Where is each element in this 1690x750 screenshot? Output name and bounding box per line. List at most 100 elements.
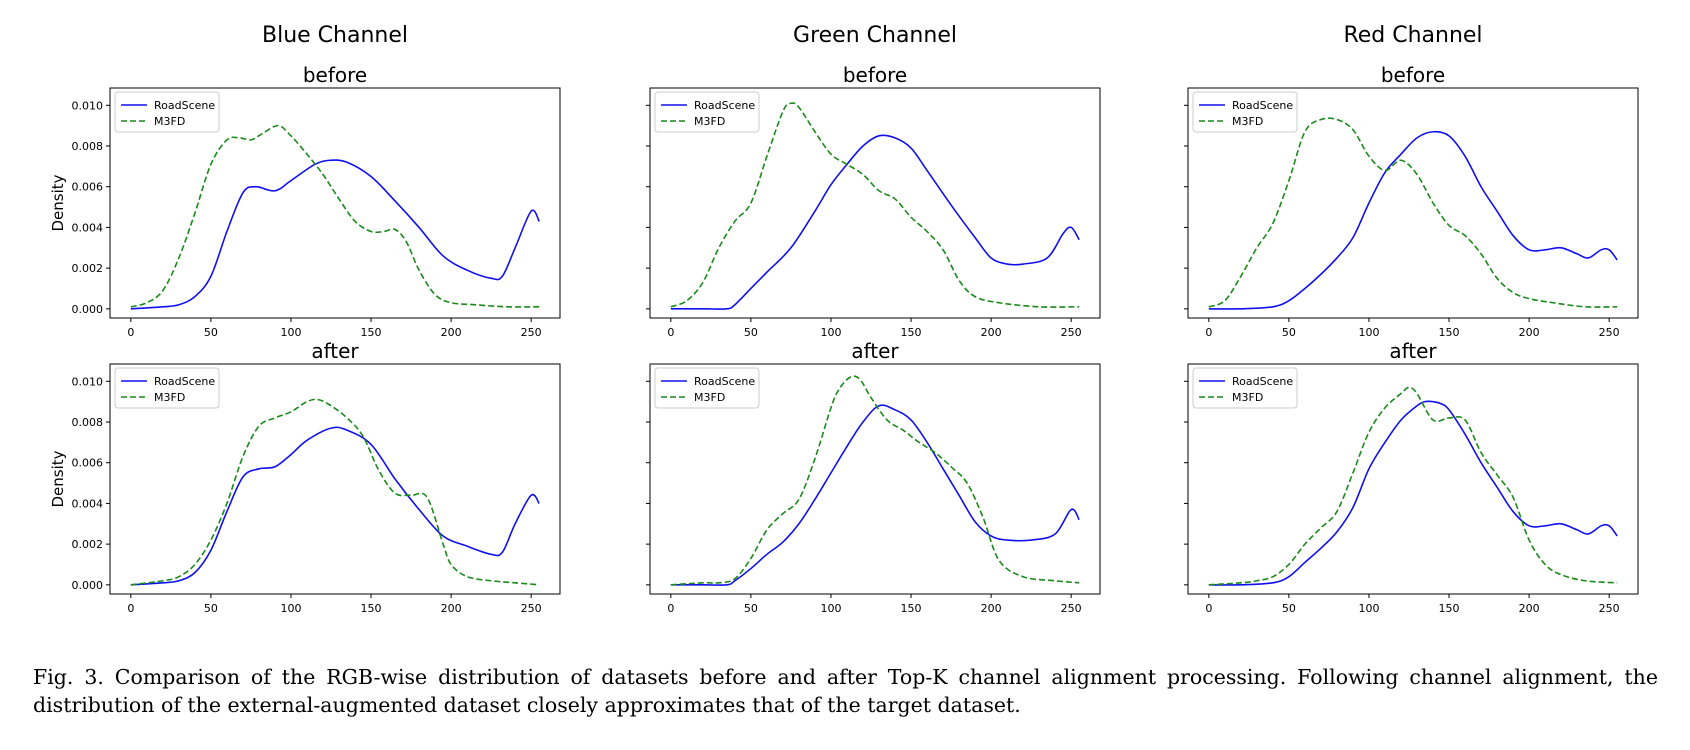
column-title: Blue Channel (262, 23, 408, 48)
legend-label: RoadScene (694, 99, 755, 112)
y-tick-label: 0.006 (72, 457, 104, 470)
x-tick-label: 150 (361, 326, 382, 339)
subplot-title: before (1381, 63, 1445, 87)
legend-label: RoadScene (1232, 99, 1293, 112)
y-axis-label: Density (49, 450, 67, 507)
x-tick-label: 250 (1599, 326, 1620, 339)
y-tick-label: 0.010 (72, 375, 104, 388)
legend-label: M3FD (154, 115, 185, 128)
x-tick-label: 200 (1519, 602, 1540, 615)
subplot-title: before (303, 63, 367, 87)
series-line-m3fd (1208, 117, 1618, 308)
legend-box (654, 367, 760, 409)
x-tick-label: 150 (1439, 602, 1460, 615)
legend-box (654, 91, 760, 133)
subplot-before-1: Blue Channel before 0 50 100 150 200 250 0.000 0.… (49, 23, 561, 339)
y-tick-label: 0.002 (72, 262, 104, 275)
x-tick-label: 0 (1205, 326, 1212, 339)
subplot-title: before (843, 63, 907, 87)
x-tick-label: 250 (521, 602, 542, 615)
y-axis-label: Density (49, 174, 67, 231)
series-line-roadscene (670, 404, 1080, 586)
x-tick-label: 150 (1439, 326, 1460, 339)
y-tick-label: 0.002 (72, 538, 104, 551)
series-line-roadscene (130, 159, 540, 310)
legend: RoadScene M3FD (654, 367, 760, 409)
x-tick-label: 0 (667, 326, 674, 339)
x-tick-label: 200 (981, 326, 1002, 339)
x-tick-label: 50 (744, 326, 758, 339)
x-tick-label: 200 (441, 602, 462, 615)
y-tick-label: 0.000 (72, 579, 104, 592)
series-line-m3fd (670, 375, 1080, 586)
series-line-m3fd (130, 124, 540, 308)
x-tick-label: 100 (820, 602, 841, 615)
legend-box (114, 91, 220, 133)
x-tick-label: 50 (744, 602, 758, 615)
legend-label: RoadScene (154, 99, 215, 112)
legend: RoadScene M3FD (114, 367, 220, 409)
x-tick-label: 50 (204, 602, 218, 615)
y-tick-label: 0.004 (72, 221, 104, 234)
legend: RoadScene M3FD (1192, 367, 1298, 409)
x-tick-label: 200 (1519, 326, 1540, 339)
column-title: Red Channel (1343, 23, 1482, 48)
x-tick-label: 250 (1061, 602, 1082, 615)
legend-label: RoadScene (1232, 375, 1293, 388)
legend-box (114, 367, 220, 409)
x-tick-label: 150 (901, 602, 922, 615)
legend-label: M3FD (154, 391, 185, 404)
x-tick-label: 250 (521, 326, 542, 339)
x-tick-label: 250 (1599, 602, 1620, 615)
subplot-after-2: after 0 50 100 150 200 250 RoadScene M3FD (646, 339, 1101, 615)
column-title: Green Channel (793, 23, 957, 48)
series-line-m3fd (130, 398, 540, 586)
plot-frame (1187, 87, 1639, 319)
legend: RoadScene M3FD (1192, 91, 1298, 133)
x-tick-label: 200 (441, 326, 462, 339)
subplot-title: after (311, 339, 359, 363)
series-line-m3fd (1208, 386, 1618, 586)
series-line-roadscene (130, 426, 540, 586)
x-tick-label: 0 (1205, 602, 1212, 615)
chart-grid: Blue Channel before 0 50 100 150 200 250 0.000 0.… (49, 23, 1639, 615)
subplot-after-1: after 0 50 100 150 200 250 0.000 0.002 0.004 0.006… (49, 339, 561, 615)
legend-label: M3FD (1232, 115, 1263, 128)
y-tick-label: 0.000 (72, 303, 104, 316)
subplot-title: after (851, 339, 899, 363)
y-tick-label: 0.008 (72, 140, 104, 153)
figure-caption: Fig. 3. Comparison of the RGB-wise distr… (33, 665, 1658, 717)
x-tick-label: 0 (127, 602, 134, 615)
series-line-m3fd (670, 102, 1080, 308)
subplot-before-3: Red Channel before 0 50 100 150 200 250 RoadScen… (1184, 23, 1639, 339)
legend-label: M3FD (1232, 391, 1263, 404)
y-tick-label: 0.004 (72, 497, 104, 510)
x-tick-label: 50 (1282, 326, 1296, 339)
plot-frame (649, 87, 1101, 319)
plot-frame (109, 87, 561, 319)
legend-box (1192, 367, 1298, 409)
y-tick-label: 0.006 (72, 181, 104, 194)
series-line-roadscene (1208, 400, 1618, 586)
subplot-before-2: Green Channel before 0 50 100 150 200 250 RoadSc… (646, 23, 1101, 339)
x-tick-label: 50 (1282, 602, 1296, 615)
figure: Blue Channel before 0 50 100 150 200 250 0.000 0.… (49, 23, 1639, 615)
y-tick-label: 0.010 (72, 99, 104, 112)
y-tick-label: 0.008 (72, 416, 104, 429)
x-tick-label: 100 (820, 326, 841, 339)
plot-frame (109, 363, 561, 595)
x-tick-label: 50 (204, 326, 218, 339)
x-tick-label: 100 (1358, 326, 1379, 339)
plot-frame (1187, 363, 1639, 595)
legend: RoadScene M3FD (114, 91, 220, 133)
legend-box (1192, 91, 1298, 133)
legend: RoadScene M3FD (654, 91, 760, 133)
legend-label: RoadScene (154, 375, 215, 388)
x-tick-label: 150 (361, 602, 382, 615)
subplot-after-3: after 0 50 100 150 200 250 RoadScene M3FD (1184, 339, 1639, 615)
x-tick-label: 250 (1061, 326, 1082, 339)
legend-label: M3FD (694, 391, 725, 404)
x-tick-label: 100 (280, 326, 301, 339)
x-tick-label: 100 (280, 602, 301, 615)
x-tick-label: 100 (1358, 602, 1379, 615)
